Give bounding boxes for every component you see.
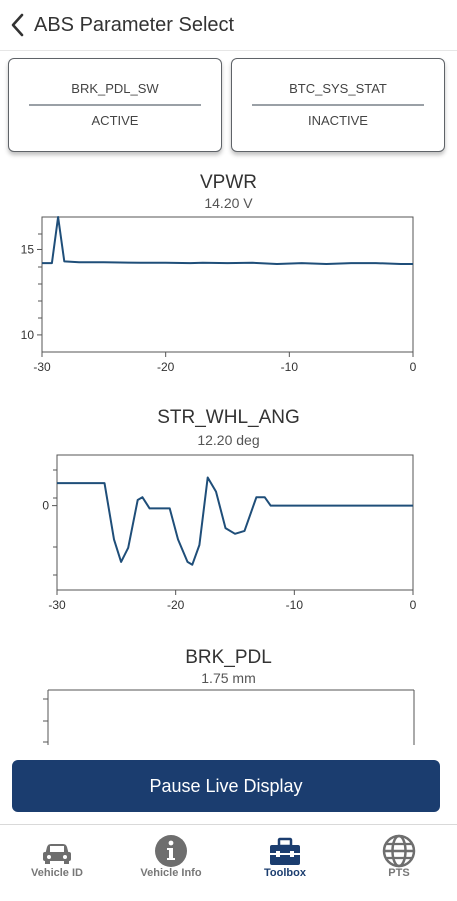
y-tick-label: 0 xyxy=(42,499,49,513)
chart-value: 1.75 mm xyxy=(201,670,256,686)
pause-live-display-button[interactable]: Pause Live Display xyxy=(12,760,440,812)
status-card-value: INACTIVE xyxy=(308,113,368,128)
info-icon xyxy=(155,835,187,867)
status-cards: BRK_PDL_SW ACTIVE BTC_SYS_STAT INACTIVE xyxy=(0,56,457,156)
series-line xyxy=(57,476,413,566)
tab-pts[interactable]: PTS xyxy=(342,825,456,901)
series-line xyxy=(42,216,413,265)
toolbox-icon xyxy=(270,837,300,865)
chart-brk-pdl-plot xyxy=(43,689,415,745)
globe-icon xyxy=(382,834,416,868)
x-tick-label: -10 xyxy=(281,360,299,374)
chart-vpwr-plot: 15 10 -30 -20 -10 0 xyxy=(21,216,417,374)
chart-value: 12.20 deg xyxy=(197,432,260,448)
tab-label: PTS xyxy=(388,867,410,879)
tab-label: Toolbox xyxy=(264,867,306,879)
car-icon xyxy=(43,844,71,864)
x-tick-label: -10 xyxy=(286,598,304,612)
tab-vehicle-info[interactable]: Vehicle Info xyxy=(114,825,228,901)
tab-vehicle-id[interactable]: Vehicle ID xyxy=(0,825,114,901)
chart-value: 14.20 V xyxy=(204,195,253,211)
tab-label: Vehicle Info xyxy=(140,867,202,879)
x-tick-label: -30 xyxy=(48,598,66,612)
header: ABS Parameter Select xyxy=(0,0,457,51)
x-tick-label: 0 xyxy=(410,598,417,612)
x-tick-label: -30 xyxy=(33,360,51,374)
x-tick-label: -20 xyxy=(167,598,185,612)
chart-title: STR_WHL_ANG xyxy=(157,407,300,428)
y-tick-label: 15 xyxy=(21,242,35,256)
status-card-btc-sys-stat[interactable]: BTC_SYS_STAT INACTIVE xyxy=(231,58,445,152)
y-tick-label: 10 xyxy=(21,328,35,342)
status-card-brk-pdl-sw[interactable]: BRK_PDL_SW ACTIVE xyxy=(8,58,222,152)
tab-toolbox[interactable]: Toolbox xyxy=(228,825,342,901)
status-card-name: BRK_PDL_SW xyxy=(71,81,159,96)
plot-frame xyxy=(56,454,414,591)
divider xyxy=(29,104,201,106)
chart-title: BRK_PDL xyxy=(185,647,272,668)
x-tick-label: 0 xyxy=(410,360,417,374)
chart-str-whl-ang-plot: 0 -30 -20 -10 0 xyxy=(42,454,417,612)
divider xyxy=(252,104,424,106)
chevron-left-icon[interactable] xyxy=(8,12,28,38)
chart-title: VPWR xyxy=(200,172,257,193)
x-tick-label: -20 xyxy=(157,360,175,374)
tab-label: Vehicle ID xyxy=(31,867,83,879)
status-card-name: BTC_SYS_STAT xyxy=(289,81,387,96)
status-card-value: ACTIVE xyxy=(91,113,139,128)
bottom-tab-bar: Vehicle ID Vehicle Info Toolbox PTS xyxy=(0,824,457,901)
page-title: ABS Parameter Select xyxy=(34,14,235,36)
